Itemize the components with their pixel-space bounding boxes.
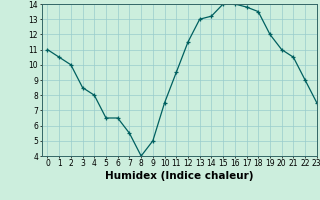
X-axis label: Humidex (Indice chaleur): Humidex (Indice chaleur): [105, 171, 253, 181]
